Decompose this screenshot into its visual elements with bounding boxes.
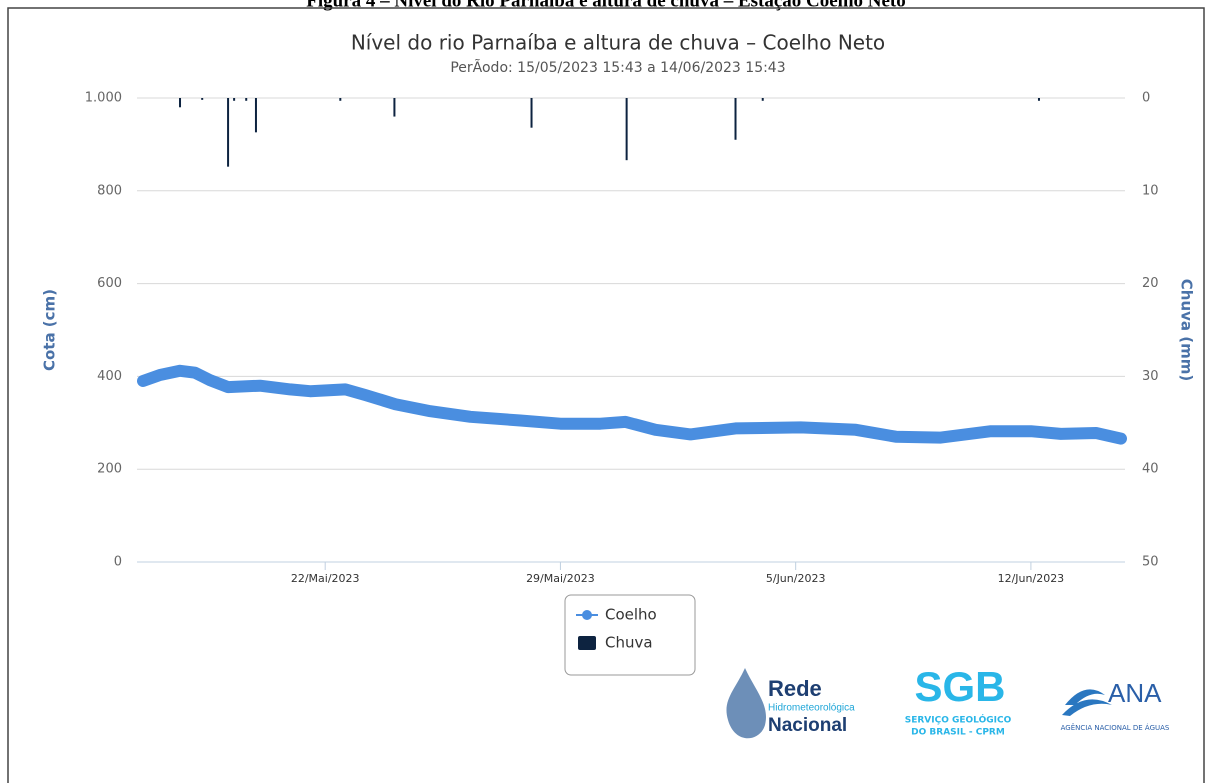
y2-tick-label: 10 [1142, 183, 1159, 198]
bar [245, 98, 248, 101]
bar [1037, 98, 1040, 101]
frame [7, 7, 1205, 783]
logo-rede: Rede Hidrometeorológica Nacional [726, 668, 855, 739]
logo-text: Hidrometeorológica [768, 703, 855, 714]
logo-text: SERVIÇO GEOLÓGICO [905, 714, 1012, 726]
x-tick-label: 22/Mai/2023 [291, 572, 360, 585]
y2-tick-label: 50 [1142, 555, 1159, 570]
y2-tick-label: 40 [1142, 462, 1159, 477]
y-tick-label: 200 [97, 462, 122, 477]
legend-symbol [582, 610, 592, 620]
logo-text: SGB [914, 663, 1005, 710]
logo-sgb: SGB SERVIÇO GEOLÓGICO DO BRASIL - CPRM [905, 663, 1012, 737]
logo-shape [726, 668, 766, 739]
bar [761, 98, 764, 101]
legend-symbol [578, 636, 596, 650]
bar [625, 98, 628, 161]
bar [179, 98, 182, 108]
x-tick-label: 5/Jun/2023 [766, 572, 826, 585]
bar [233, 98, 236, 101]
y2-tick-label: 30 [1142, 369, 1159, 384]
y2-axis-label: Chuva (mm) [1178, 279, 1196, 381]
y-axis-label: Cota (cm) [41, 289, 59, 371]
logo-text: ANA [1108, 678, 1162, 708]
legend-label: Coelho [605, 606, 657, 624]
bar [530, 98, 533, 128]
chart-subtitle: PerÃodo: 15/05/2023 15:43 a 14/06/2023 1… [450, 59, 785, 76]
bar [227, 98, 230, 167]
x-tick-label: 29/Mai/2023 [526, 572, 595, 585]
y-tick-label: 0 [114, 555, 122, 570]
legend-label: Chuva [605, 634, 653, 652]
bar [734, 98, 737, 140]
y2-tick-label: 20 [1142, 276, 1159, 291]
caption: Figura 4 – Nível do Rio Parnaíba e altur… [306, 0, 906, 11]
logo-shape [1062, 689, 1112, 716]
bar [339, 98, 342, 101]
y-tick-label: 1.000 [85, 91, 122, 106]
logo-text: DO BRASIL - CPRM [911, 728, 1005, 738]
logo-text: Rede [768, 676, 822, 701]
bar [254, 98, 257, 133]
x-tick-label: 12/Jun/2023 [998, 572, 1065, 585]
logo-text: Nacional [768, 715, 847, 736]
logo-ana: ANA AGÊNCIA NACIONAL DE ÁGUAS [1061, 678, 1170, 732]
bar [201, 98, 204, 100]
line [137, 364, 1127, 445]
y-tick-label: 400 [97, 369, 122, 384]
y2-tick-label: 0 [1142, 91, 1150, 106]
logo-text: AGÊNCIA NACIONAL DE ÁGUAS [1061, 723, 1170, 732]
y-tick-label: 800 [97, 183, 122, 198]
chart-title: Nível do rio Parnaíba e altura de chuva … [351, 31, 885, 55]
bar [393, 98, 396, 117]
y-tick-label: 600 [97, 276, 122, 291]
